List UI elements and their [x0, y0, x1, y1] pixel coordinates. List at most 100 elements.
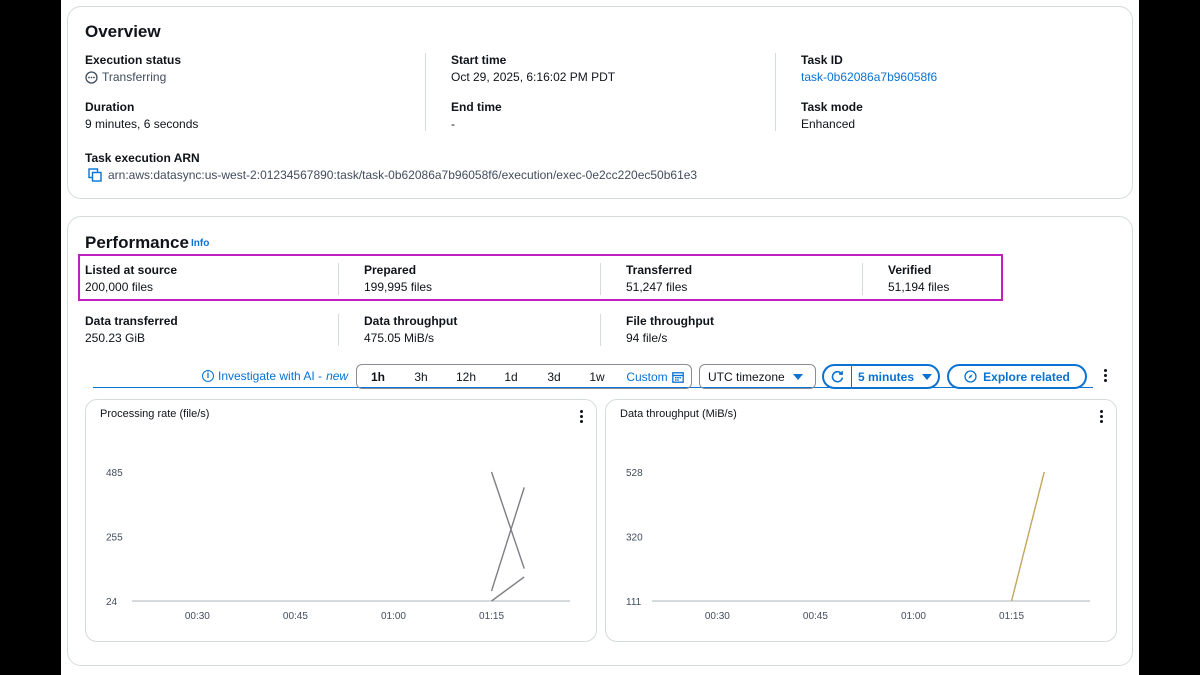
data-throughput-plot: 528 320 111 00:30 00:45 01:00 01:15: [626, 468, 1090, 622]
column-divider: [338, 314, 339, 346]
processing-rate-plot: 485 255 24 00:30 00:45 01:00 01:15: [106, 468, 570, 622]
timezone-label: UTC timezone: [708, 369, 785, 384]
x-tick-label: 01:00: [381, 611, 406, 622]
series-line: [490, 471, 525, 569]
refresh-button[interactable]: [824, 366, 852, 387]
column-divider: [862, 263, 863, 295]
x-tick-label: 01:15: [479, 611, 504, 622]
range-1w[interactable]: 1w: [589, 369, 605, 384]
start-time-value: Oct 29, 2025, 6:16:02 PM PDT: [451, 70, 616, 84]
x-tick-label: 01:15: [999, 611, 1024, 622]
column-divider: [600, 314, 601, 346]
start-time-label: Start time: [451, 53, 507, 67]
listed-at-source-label: Listed at source: [85, 263, 178, 277]
y-tick-label: 255: [106, 532, 123, 543]
range-1h[interactable]: 1h: [370, 369, 385, 384]
range-3h[interactable]: 3h: [414, 369, 428, 384]
info-link[interactable]: Info: [191, 238, 210, 249]
x-tick-label: 00:30: [185, 611, 210, 622]
data-transferred-value: 250.23 GiB: [85, 331, 146, 345]
task-id-label: Task ID: [801, 53, 843, 67]
investigate-with-ai-link[interactable]: i Investigate with AI - new: [202, 369, 348, 383]
execution-status: Transferring: [85, 70, 166, 84]
toolbar-underline: [93, 387, 1093, 388]
transferred-label: Transferred: [626, 263, 693, 277]
column-divider: [338, 263, 339, 295]
timezone-dropdown[interactable]: UTC timezone: [699, 364, 816, 389]
duration-value: 9 minutes, 6 seconds: [85, 117, 199, 131]
listed-at-source-value: 200,000 files: [85, 280, 154, 294]
end-time-value: -: [451, 117, 455, 131]
x-tick-label: 00:30: [705, 611, 730, 622]
chart-title: Data throughput (MiB/s): [620, 408, 737, 420]
chart-menu-icon[interactable]: [1100, 410, 1104, 425]
end-time-label: End time: [451, 100, 502, 114]
task-execution-arn-label: Task execution ARN: [85, 151, 200, 165]
task-mode-value: Enhanced: [801, 117, 856, 131]
overview-heading: Overview: [85, 22, 161, 41]
x-tick-label: 00:45: [283, 611, 308, 622]
calendar-icon: [671, 371, 684, 383]
column-divider: [775, 53, 776, 131]
range-1d[interactable]: 1d: [504, 369, 518, 384]
task-execution-arn: arn:aws:datasync:us-west-2:01234567890:t…: [88, 168, 697, 182]
processing-rate-chart: Processing rate (file/s) 485 255 24 00:30 00…: [85, 399, 597, 642]
chart-title: Processing rate (file/s): [100, 408, 210, 420]
chart-menu-icon[interactable]: [580, 410, 584, 425]
explore-related-label: Explore related: [983, 369, 1070, 384]
task-mode-label: Task mode: [801, 100, 863, 114]
y-tick-label: 111: [626, 597, 642, 608]
refresh-interval-dropdown[interactable]: 5 minutes: [852, 369, 933, 384]
caret-down-icon: [792, 373, 803, 380]
more-options-icon[interactable]: [1104, 369, 1108, 384]
explore-related-button[interactable]: Explore related: [947, 364, 1087, 389]
new-tag: new: [326, 369, 349, 383]
range-12h[interactable]: 12h: [455, 369, 477, 384]
transferred-value: 51,247 files: [626, 280, 688, 294]
verified-label: Verified: [888, 263, 932, 277]
performance-heading: Performance: [85, 233, 189, 252]
y-tick-label: 320: [626, 532, 643, 543]
task-id-link[interactable]: task-0b62086a7b96058f6: [801, 70, 938, 84]
data-throughput-chart: Data throughput (MiB/s) 528 320 111 00:30 00…: [605, 399, 1117, 642]
x-tick-label: 01:00: [901, 611, 926, 622]
time-range-selector: 1h 3h 12h 1d 3d 1w Custom: [356, 364, 692, 389]
series-line: [490, 487, 525, 592]
y-tick-label: 528: [626, 468, 643, 479]
x-tick-label: 00:45: [803, 611, 828, 622]
refresh-interval-label: 5 minutes: [858, 369, 915, 384]
investigate-label: Investigate with AI -: [218, 369, 323, 383]
y-tick-label: 24: [106, 597, 118, 608]
refresh-icon: [831, 370, 844, 383]
verified-value: 51,194 files: [888, 280, 950, 294]
datasync-task-execution-page: Overview Execution status Transferring D…: [61, 0, 1139, 675]
info-circle-icon: i: [202, 370, 214, 382]
refresh-control: 5 minutes: [822, 364, 940, 389]
prepared-label: Prepared: [364, 263, 417, 277]
execution-status-label: Execution status: [85, 53, 182, 67]
caret-down-icon: [922, 373, 933, 380]
range-3d[interactable]: 3d: [547, 369, 561, 384]
series-line: [1010, 471, 1045, 602]
copy-icon[interactable]: [88, 168, 102, 182]
range-custom-label: Custom: [626, 369, 668, 384]
series-line: [491, 576, 525, 602]
file-throughput-value: 94 file/s: [626, 331, 668, 345]
range-custom[interactable]: Custom: [619, 370, 691, 384]
column-divider: [600, 263, 601, 295]
in-progress-icon: [85, 70, 98, 84]
data-throughput-value: 475.05 MiB/s: [364, 331, 435, 345]
column-divider: [425, 53, 426, 131]
overview-card: Overview Execution status Transferring D…: [67, 6, 1133, 199]
task-execution-arn-value: arn:aws:datasync:us-west-2:01234567890:t…: [108, 168, 698, 182]
y-tick-label: 485: [106, 468, 123, 479]
execution-status-value: Transferring: [102, 70, 167, 84]
prepared-value: 199,995 files: [364, 280, 433, 294]
file-counts-highlight: [78, 254, 1003, 301]
data-throughput-label: Data throughput: [364, 314, 458, 328]
data-transferred-label: Data transferred: [85, 314, 178, 328]
compass-icon: [964, 370, 977, 383]
performance-card: Performance Info Listed at source 200,00…: [67, 216, 1133, 666]
file-throughput-label: File throughput: [626, 314, 714, 328]
duration-label: Duration: [85, 100, 135, 114]
